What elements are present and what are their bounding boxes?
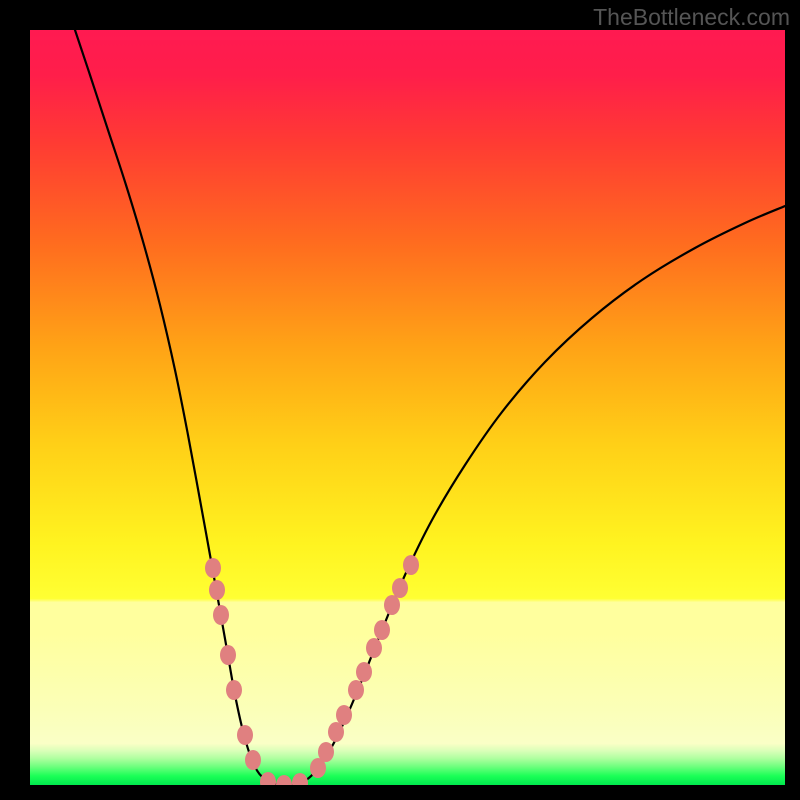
data-bead [384, 595, 400, 615]
data-bead [276, 775, 292, 785]
data-bead [213, 605, 229, 625]
data-bead [336, 705, 352, 725]
data-bead [348, 680, 364, 700]
chart-svg [30, 30, 785, 785]
data-bead [328, 722, 344, 742]
data-bead [220, 645, 236, 665]
data-bead [403, 555, 419, 575]
bottleneck-curve [75, 30, 785, 785]
data-bead [237, 725, 253, 745]
data-bead [318, 742, 334, 762]
data-bead [374, 620, 390, 640]
data-bead [260, 772, 276, 785]
plot-area [30, 30, 785, 785]
data-bead [209, 580, 225, 600]
data-bead [356, 662, 372, 682]
data-bead [366, 638, 382, 658]
data-bead [392, 578, 408, 598]
data-bead [205, 558, 221, 578]
watermark-text: TheBottleneck.com [593, 4, 790, 31]
data-bead [292, 773, 308, 785]
data-bead [245, 750, 261, 770]
data-bead [226, 680, 242, 700]
